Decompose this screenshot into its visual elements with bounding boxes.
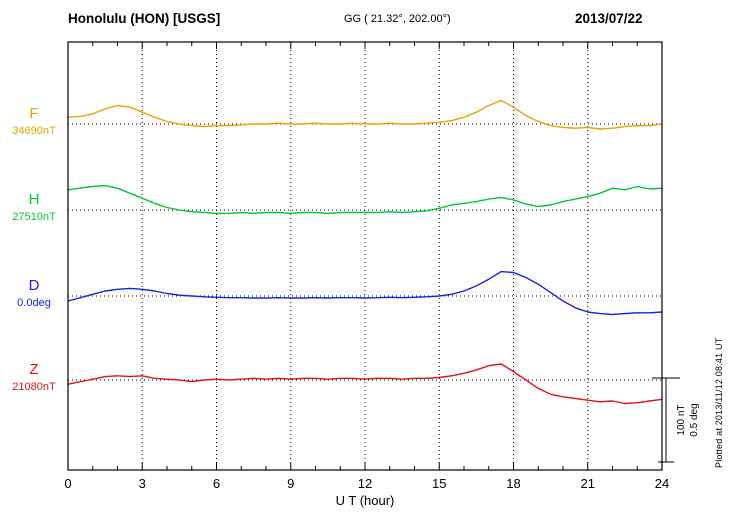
series-z-label: Z 21080nT [4,362,64,393]
svg-text:100 nT: 100 nT [676,404,687,435]
svg-text:9: 9 [287,476,294,491]
series-h-letter: H [28,191,40,208]
svg-text:21: 21 [581,476,595,491]
plot-date: 2013/07/22 [575,11,643,26]
svg-text:15: 15 [432,476,446,491]
series-d-label: D 0.0deg [4,278,64,309]
series-d-letter: D [28,277,40,294]
series-f-letter: F [29,105,39,122]
svg-text:18: 18 [506,476,520,491]
series-d-baseline-value: 0.0deg [17,297,51,309]
svg-text:24: 24 [655,476,669,491]
plotted-at-note: Plotted at 2013/11/12 08:41 UT [714,337,724,468]
x-axis-title: U T (hour) [335,493,395,508]
svg-text:0: 0 [64,476,71,491]
geographic-coords: GG ( 21.32°, 202.00°) [344,13,451,25]
series-z-letter: Z [29,361,39,378]
series-h-label: H 27510nT [4,192,64,223]
series-z-baseline-value: 21080nT [12,381,56,393]
series-f-baseline-value: 34690nT [12,125,56,137]
svg-text:3: 3 [139,476,146,491]
svg-text:12: 12 [358,476,372,491]
svg-text:0.5 deg: 0.5 deg [689,403,700,436]
series-f-label: F 34690nT [4,106,64,137]
station-title: Honolulu (HON) [USGS] [68,11,221,26]
series-h-baseline-value: 27510nT [12,211,56,223]
svg-text:6: 6 [213,476,220,491]
